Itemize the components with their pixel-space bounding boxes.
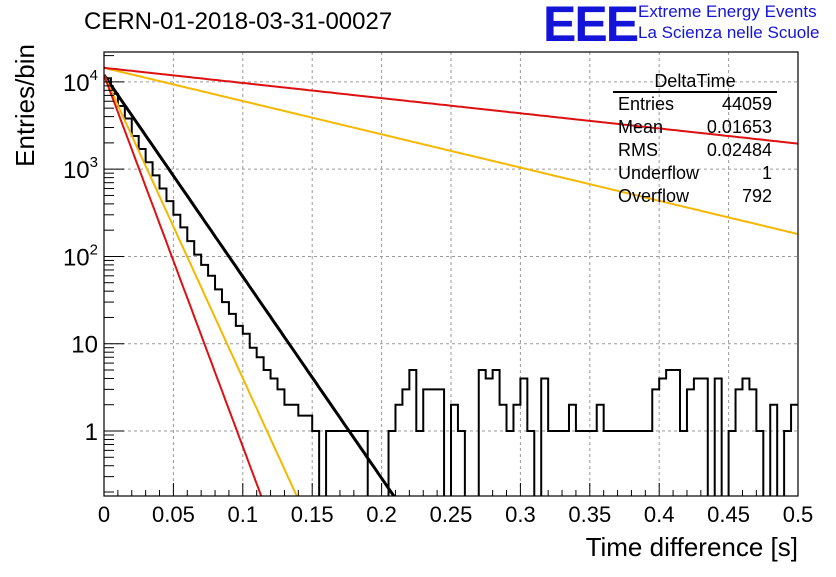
stat-key: Overflow [618, 186, 690, 206]
y-tick-base: 10 [71, 332, 98, 359]
y-tick-exponent: 3 [90, 154, 98, 171]
plot-frame [103, 51, 799, 497]
axes [103, 51, 799, 497]
stat-key: Mean [618, 117, 664, 137]
fit-curve-4 [104, 66, 798, 145]
y-tick-label: 103 [63, 154, 98, 184]
fit-curve-0 [104, 74, 396, 496]
y-tick-exponent: 4 [90, 67, 98, 84]
fit-curve-2 [104, 74, 263, 496]
x-tick-label: 0.4 [644, 502, 675, 527]
tick-labels: 0 0.05 0.1 0.15 0.2 0.25 0.3 0.35 0.4 0.45 0.51101… [63, 67, 813, 527]
stat-value: 0.02484 [706, 140, 772, 160]
stat-row-underflow: Underflow 1 [618, 163, 772, 185]
x-tick-label: 0.45 [707, 502, 750, 527]
y-tick-base: 10 [63, 70, 90, 97]
series-layer [104, 66, 798, 496]
stat-key: Entries [618, 94, 675, 114]
stat-row-rms: RMS 0.02484 [618, 140, 772, 162]
x-axis-label: Time difference [s] [586, 532, 798, 562]
stat-row-overflow: Overflow 792 [618, 186, 772, 208]
run-title: CERN-01-2018-03-31-00027 [84, 8, 393, 35]
y-tick-label: 104 [63, 67, 98, 97]
x-tick-label: 0.15 [291, 502, 334, 527]
stat-value: 1 [761, 163, 772, 183]
fit-curve-3 [104, 66, 798, 236]
y-tick-base: 10 [63, 244, 90, 271]
fit-curve-1 [104, 74, 298, 496]
histogram-steps [104, 77, 798, 496]
stats-divider [613, 91, 777, 93]
x-tick-label: 0 [98, 502, 110, 527]
y-tick-exponent: 2 [90, 241, 98, 258]
y-tick-base: 1 [85, 419, 98, 446]
stat-key: RMS [618, 140, 658, 160]
stat-row-entries: Entries 44059 [618, 94, 772, 116]
eee-logo: EEE [543, 0, 639, 52]
logo-caption-line2: La Scienza nelle Scuole [638, 23, 820, 42]
stats-title: DeltaTime [654, 71, 736, 91]
stat-value: 44059 [721, 94, 772, 114]
y-tick-label: 102 [63, 241, 98, 271]
x-tick-label: 0.3 [505, 502, 536, 527]
x-tick-label: 0.5 [783, 502, 814, 527]
y-tick-label: 10 [71, 332, 98, 359]
x-tick-label: 0.05 [152, 502, 195, 527]
x-tick-label: 0.2 [366, 502, 397, 527]
x-tick-label: 0.25 [430, 502, 473, 527]
logo-caption-line1: Extreme Energy Events [638, 2, 817, 21]
y-axis-label: Entries/bin [10, 44, 40, 167]
x-tick-label: 0.35 [568, 502, 611, 527]
y-tick-label: 1 [85, 419, 98, 446]
stat-row-mean: Mean 0.01653 [618, 117, 772, 139]
x-tick-label: 0.1 [228, 502, 259, 527]
stat-key: Underflow [618, 163, 700, 183]
y-tick-base: 10 [63, 157, 90, 184]
stat-value: 792 [741, 186, 772, 206]
stat-value: 0.01653 [706, 117, 772, 137]
